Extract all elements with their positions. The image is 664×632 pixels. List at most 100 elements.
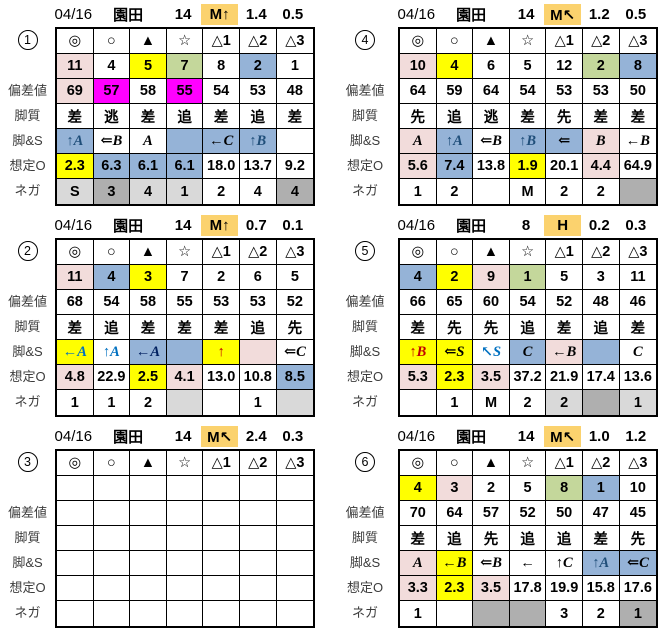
row-label: 脚&S bbox=[349, 555, 381, 570]
horse-number-cell: 4 bbox=[93, 265, 131, 290]
nega-cell bbox=[203, 390, 240, 415]
nega-cell: 2 bbox=[203, 179, 240, 204]
deviation-cell: 54 bbox=[203, 79, 240, 104]
horse-number-cell: 2 bbox=[203, 265, 240, 290]
table-number-badge-wrap: 1 bbox=[0, 27, 55, 52]
symbol-cell: △2 bbox=[582, 451, 620, 476]
symbol-cell: △2 bbox=[239, 29, 277, 54]
header-value-2: 0.5 bbox=[625, 6, 647, 23]
leg-and-s-cell: ⇐B bbox=[93, 129, 131, 154]
symbol-cell: ☆ bbox=[166, 451, 204, 476]
table-number-badge: 4 bbox=[355, 29, 375, 50]
expected-odds-cell bbox=[130, 576, 167, 601]
expected-odds-cell: 6.3 bbox=[93, 154, 131, 179]
header-date: 04/16 bbox=[397, 217, 436, 234]
horse-number-cell: 5 bbox=[546, 265, 583, 290]
horse-number-cell: 7 bbox=[166, 54, 204, 79]
nega-cell: 2 bbox=[546, 179, 583, 204]
symbol-cell: ○ bbox=[436, 240, 474, 265]
header-track: 園田 bbox=[456, 429, 487, 446]
deviation-cell: 54 bbox=[509, 290, 547, 315]
deviation-cell: 53 bbox=[203, 290, 240, 315]
expected-odds-cell: 4.8 bbox=[57, 365, 94, 390]
nega-cell: 4 bbox=[276, 179, 314, 204]
nega-cell: 2 bbox=[130, 390, 167, 415]
nega-cell bbox=[619, 179, 657, 204]
deviation-cell: 53 bbox=[546, 79, 583, 104]
race-table-6: 6 偏差値 脚質 脚&S 想定O ネガ 04/16 園田 14 M↖ 1.0 1.2 ◎ ○ ▲ ☆ △1 △2 △… bbox=[332, 422, 664, 632]
running-style-cell: 追 bbox=[166, 104, 204, 129]
row-label: ネガ bbox=[351, 183, 378, 198]
header-value-1: 1.4 bbox=[245, 6, 267, 23]
nega-cell bbox=[167, 601, 204, 626]
expected-odds-cell: 15.8 bbox=[582, 576, 620, 601]
expected-odds-cell: 10.8 bbox=[239, 365, 277, 390]
row-label: 想定O bbox=[346, 158, 384, 173]
row-label: ネガ bbox=[351, 394, 378, 409]
symbol-cell: ○ bbox=[436, 451, 474, 476]
leg-and-s-cell: C bbox=[509, 340, 547, 365]
symbol-cell: △3 bbox=[619, 451, 657, 476]
header-pace-mark: H bbox=[544, 215, 581, 236]
horse-number-cell bbox=[93, 476, 131, 501]
race-table-2: 2 偏差値 脚質 脚&S 想定O ネガ 04/16 園田 14 M↑ 0.7 0.1 ◎ ○ ▲ ☆ △1 △2 △… bbox=[0, 211, 332, 422]
expected-odds-cell: 17.4 bbox=[582, 365, 620, 390]
header-date: 04/16 bbox=[54, 428, 93, 445]
leg-and-s-cell: ⇐ bbox=[546, 129, 583, 154]
data-grid: ◎ ○ ▲ ☆ △1 △2 △3 4 2 9 1 5 3 11 66 65 60 54 52 48 46 差先先追差追差 ↑… bbox=[398, 238, 659, 417]
data-grid: ◎ ○ ▲ ☆ △1 △2 △3 11 4 3 7 2 6 5 68 54 58 55 53 53 52 差追差差差追先 ←… bbox=[55, 238, 316, 417]
nega-cell: 4 bbox=[130, 179, 167, 204]
horse-number-cell: 2 bbox=[582, 54, 620, 79]
horse-number-cell: 11 bbox=[57, 54, 94, 79]
leg-and-s-cell bbox=[130, 551, 167, 576]
table-header-row: 04/16 園田 14 M↑ 0.7 0.1 bbox=[55, 213, 315, 238]
leg-and-s-cell: ↑A bbox=[57, 129, 94, 154]
leg-and-s-cell: ←C bbox=[203, 129, 240, 154]
horse-number-cell: 1 bbox=[582, 476, 620, 501]
leg-and-s-cell: ←B bbox=[436, 551, 474, 576]
nega-cell: 2 bbox=[546, 390, 583, 415]
running-style-cell: 追 bbox=[582, 315, 620, 340]
running-style-cell: 差 bbox=[546, 315, 583, 340]
leg-and-s-cell bbox=[276, 129, 314, 154]
expected-odds-cell: 5.6 bbox=[400, 154, 437, 179]
leg-and-s-cell: ⇐S bbox=[436, 340, 474, 365]
row-label: 想定O bbox=[346, 369, 384, 384]
race-table-5: 5 偏差値 脚質 脚&S 想定O ネガ 04/16 園田 8 H 0.2 0.3 ◎ ○ ▲ ☆ △1 △2 △3 4… bbox=[332, 211, 664, 422]
deviation-cell: 52 bbox=[276, 290, 314, 315]
race-table-1: 1 偏差値 脚質 脚&S 想定O ネガ 04/16 園田 14 M↑ 1.4 0.5 ◎ ○ ▲ ☆ △1 △2 △… bbox=[0, 0, 332, 211]
symbol-cell: △2 bbox=[582, 240, 620, 265]
leg-and-s-cell bbox=[239, 551, 277, 576]
header-spacer bbox=[332, 424, 398, 449]
deviation-cell: 64 bbox=[400, 79, 437, 104]
nega-cell bbox=[473, 179, 510, 204]
symbol-cell: ▲ bbox=[130, 240, 167, 265]
nega-cell bbox=[240, 601, 277, 626]
label-spacer bbox=[332, 263, 398, 288]
expected-odds-cell: 2.3 bbox=[57, 154, 94, 179]
header-value-2: 1.2 bbox=[625, 428, 647, 445]
table-header-row: 04/16 園田 8 H 0.2 0.3 bbox=[398, 213, 658, 238]
nega-cell: 2 bbox=[583, 601, 620, 626]
header-race-number: 14 bbox=[517, 428, 535, 445]
row-label-column: 1 偏差値 脚質 脚&S 想定O ネガ bbox=[0, 2, 55, 202]
symbol-cell: △3 bbox=[619, 240, 657, 265]
running-style-cell: 追 bbox=[509, 315, 547, 340]
horse-number-cell bbox=[276, 476, 314, 501]
header-pace-mark: M↖ bbox=[544, 4, 581, 25]
symbol-cell: △1 bbox=[203, 240, 240, 265]
expected-odds-cell: 7.4 bbox=[436, 154, 474, 179]
table-number-badge: 6 bbox=[355, 451, 375, 472]
header-value-1: 1.0 bbox=[588, 428, 610, 445]
row-label: 偏差値 bbox=[7, 505, 47, 520]
header-track: 園田 bbox=[456, 218, 487, 235]
table-number-badge-wrap: 2 bbox=[0, 238, 55, 263]
deviation-cell: 54 bbox=[93, 290, 131, 315]
running-style-cell: 差 bbox=[619, 104, 657, 129]
horse-number-cell: 2 bbox=[239, 54, 277, 79]
table-number-badge-wrap: 4 bbox=[332, 27, 398, 52]
nega-cell: 1 bbox=[240, 390, 277, 415]
symbol-cell: ◎ bbox=[400, 240, 437, 265]
row-label: ネガ bbox=[14, 605, 41, 620]
running-style-cell bbox=[130, 526, 167, 551]
